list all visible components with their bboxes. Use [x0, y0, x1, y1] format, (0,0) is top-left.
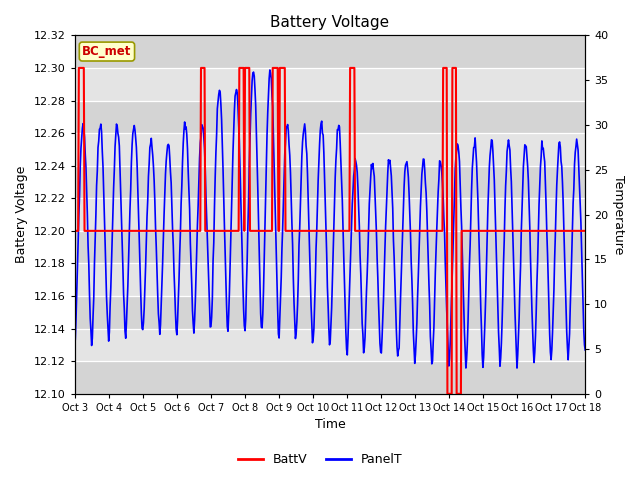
Title: Battery Voltage: Battery Voltage	[270, 15, 390, 30]
Bar	[75, 198, 585, 231]
Bar	[75, 100, 585, 133]
Bar	[75, 36, 585, 68]
Bar	[75, 133, 585, 166]
Bar	[75, 166, 585, 198]
Bar	[75, 361, 585, 394]
Bar	[75, 264, 585, 296]
Legend: BattV, PanelT: BattV, PanelT	[232, 448, 408, 471]
Y-axis label: Temperature: Temperature	[612, 175, 625, 254]
Text: BC_met: BC_met	[83, 45, 132, 58]
Bar	[75, 68, 585, 100]
X-axis label: Time: Time	[314, 419, 345, 432]
Bar	[75, 296, 585, 329]
Bar	[75, 329, 585, 361]
Bar	[75, 231, 585, 264]
Y-axis label: Battery Voltage: Battery Voltage	[15, 166, 28, 263]
